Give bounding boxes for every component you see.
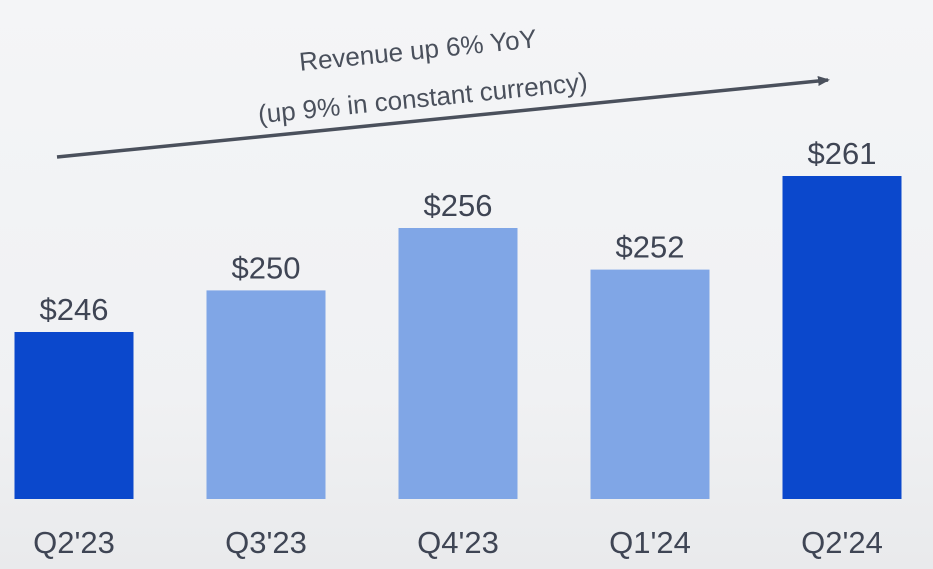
bar-value-label-0: $246 <box>40 292 109 327</box>
bar-4 <box>782 176 902 499</box>
x-tick-label-1: Q3'23 <box>225 525 307 560</box>
x-tick-label-2: Q4'23 <box>417 525 499 560</box>
x-tick-label-0: Q2'23 <box>33 525 115 560</box>
annotation-line-1: Revenue up 6% YoY <box>298 23 538 77</box>
bar-value-label-2: $256 <box>424 188 493 223</box>
x-axis-tick-labels: Q2'23 Q3'23 Q4'23 Q1'24 Q2'24 <box>33 525 883 560</box>
bar-value-label-4: $261 <box>808 136 877 171</box>
value-labels-group: $246 $250 $256 $252 $261 <box>40 136 877 327</box>
bars-group <box>14 176 902 499</box>
bar-1 <box>206 290 326 499</box>
bar-value-label-3: $252 <box>616 230 685 265</box>
x-tick-label-4: Q2'24 <box>801 525 883 560</box>
bar-value-label-1: $250 <box>232 250 301 285</box>
annotation-group: Revenue up 6% YoY (up 9% in constant cur… <box>257 23 589 129</box>
bar-2 <box>398 228 518 499</box>
x-tick-label-3: Q1'24 <box>609 525 691 560</box>
bar-3 <box>590 269 710 499</box>
trend-arrow <box>56 76 830 159</box>
bar-0 <box>14 332 134 499</box>
